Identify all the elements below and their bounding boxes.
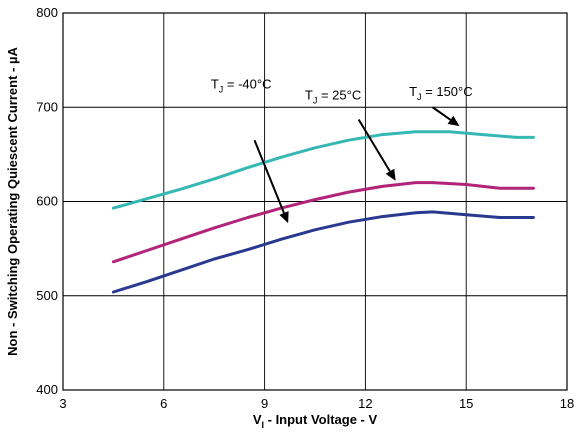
tick-labels: 3 6 9 12 15 18 400 500 600 700 800 [36, 5, 574, 411]
annotation-arrow-3 [432, 106, 452, 121]
y-tick-label: 800 [36, 5, 58, 20]
x-axis-label: VI - Input Voltage - V [253, 412, 378, 430]
annotation-label-1: TJ = -40°C [211, 76, 272, 94]
y-axis-label: Non - Switching Operating Quiescent Curr… [5, 47, 20, 356]
annotation-main: T [305, 88, 313, 103]
x-tick-label: 18 [560, 396, 574, 411]
x-tick-label: 12 [358, 396, 372, 411]
annotation-arrowhead-2 [385, 168, 396, 181]
series-line-3 [111, 210, 535, 294]
annotation-arrowhead-3 [447, 115, 460, 127]
y-tick-label: 700 [36, 99, 58, 114]
annotation-main: T [211, 76, 219, 91]
annotation-arrow-2 [357, 118, 391, 172]
x-tick-label: 3 [59, 396, 66, 411]
y-tick-label: 400 [36, 382, 58, 397]
x-axis-label-main: V [253, 412, 262, 427]
annotation-sub: J [417, 92, 422, 102]
series-line-2 [111, 181, 535, 264]
y-tick-label: 500 [36, 288, 58, 303]
y-tick-label: 600 [36, 194, 58, 209]
x-axis-label-sub: I [262, 420, 265, 430]
annotation-label-2: TJ = 25°C [305, 88, 361, 106]
x-axis-label-rest: - Input Voltage - V [264, 412, 377, 427]
annotation-rest: = 25°C [317, 88, 361, 103]
annotation-arrowhead-1 [279, 211, 289, 224]
annotation-main: T [409, 84, 417, 99]
annotations: TJ = -40°CTJ = 25°C TJ = 150°C [211, 76, 473, 224]
series-lines [111, 130, 535, 294]
annotation-sub: J [313, 96, 318, 106]
annotation-arrow-1 [253, 139, 285, 214]
annotation-label-3: TJ = 150°C [409, 84, 473, 102]
annotation-rest: = 150°C [422, 84, 473, 99]
series-line-1 [111, 130, 535, 210]
x-tick-label: 9 [261, 396, 268, 411]
x-tick-label: 6 [160, 396, 167, 411]
grid-lines [63, 13, 567, 390]
annotation-sub: J [219, 84, 224, 94]
x-tick-label: 15 [459, 396, 473, 411]
annotation-rest: = -40°C [223, 76, 271, 91]
plot-frame [62, 12, 568, 391]
